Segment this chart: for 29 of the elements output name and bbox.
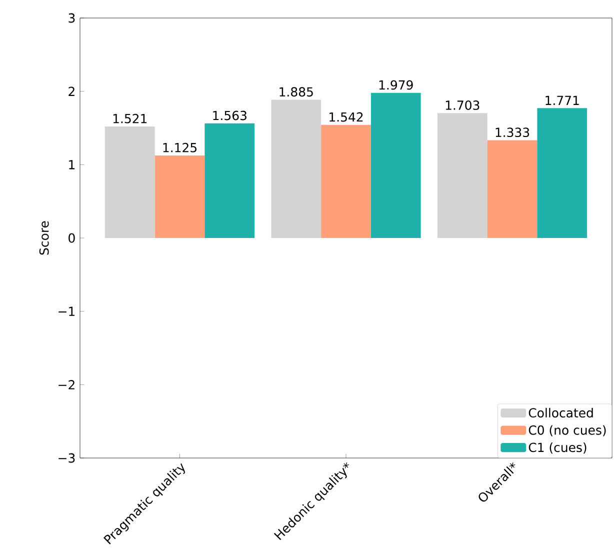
data-label: 1.125 bbox=[163, 142, 196, 152]
bar bbox=[104, 126, 155, 238]
y-tick-label: 3 bbox=[68, 13, 75, 23]
data-label: 1.885 bbox=[280, 87, 313, 97]
bar bbox=[437, 113, 488, 238]
y-tick-label: −3 bbox=[58, 453, 75, 463]
y-tick-label: 0 bbox=[68, 233, 75, 243]
bar bbox=[154, 156, 205, 238]
bar bbox=[321, 125, 371, 238]
legend-label: Collocated bbox=[528, 408, 593, 418]
bar bbox=[370, 92, 421, 238]
y-tick-label: −1 bbox=[58, 306, 75, 316]
data-label: 1.563 bbox=[213, 110, 246, 120]
legend-label: C1 (cues) bbox=[528, 442, 586, 454]
data-label: 1.771 bbox=[546, 96, 579, 106]
y-tick-label: −2 bbox=[58, 380, 74, 390]
y-axis-title: Score bbox=[39, 221, 49, 255]
y-tick-label: 2 bbox=[68, 86, 74, 96]
y-tick-label: 1 bbox=[69, 160, 75, 170]
bar bbox=[271, 100, 322, 238]
data-label: 1.333 bbox=[496, 128, 530, 138]
data-label: 1.703 bbox=[446, 100, 480, 110]
data-label: 1.542 bbox=[330, 112, 363, 122]
legend-label: C0 (no cues) bbox=[528, 425, 606, 436]
bar bbox=[204, 123, 255, 238]
bar bbox=[537, 108, 588, 238]
data-label: 1.521 bbox=[113, 114, 147, 124]
data-label: 1.979 bbox=[379, 80, 413, 90]
bar bbox=[487, 140, 538, 238]
